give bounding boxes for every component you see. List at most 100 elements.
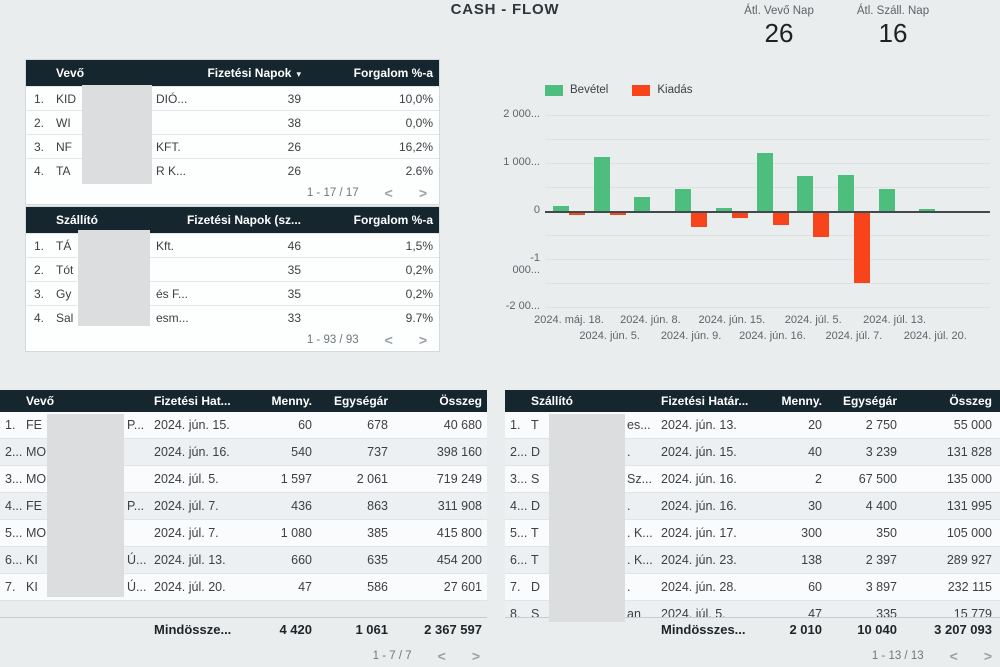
unit-price-cell: 737: [367, 445, 388, 459]
bar-bevetel[interactable]: [837, 175, 854, 211]
name-fragment-left: T: [531, 418, 539, 432]
column-header-egysegar[interactable]: Egységár: [842, 394, 897, 408]
previous-page-button[interactable]: <: [949, 648, 958, 664]
payment-days-cell: 46: [287, 238, 301, 253]
column-header-egysegar[interactable]: Egységár: [333, 394, 388, 408]
table-row: 4. TA R K... 26 2.6%: [26, 158, 439, 182]
previous-page-button[interactable]: <: [384, 332, 393, 348]
name-cell: T . K...: [531, 520, 661, 546]
szallito-invoices-table: Szállító Fizetési Határ... Menny. Egység…: [505, 390, 1000, 667]
row-number-cell: 3.: [34, 286, 45, 301]
previous-page-button[interactable]: <: [384, 185, 393, 201]
column-header-fizetesi-hatarido[interactable]: Fizetési Határ...: [661, 394, 749, 408]
name-fragment-left: D: [531, 580, 541, 594]
column-header-fizetesi-hatarido[interactable]: Fizetési Hat...: [154, 394, 231, 408]
name-fragment-right: Sz...: [627, 472, 653, 486]
legend-swatch-bevetel: [545, 84, 563, 96]
row-number-cell: 4.: [34, 163, 45, 178]
total-cell: 27 601: [443, 580, 482, 594]
name-cell: WI: [56, 111, 231, 134]
bar-bevetel[interactable]: [715, 207, 732, 211]
gridline: [545, 139, 990, 140]
bar-bevetel[interactable]: [593, 156, 610, 211]
table-row: 4. Sal esm... 33 9.7%: [26, 305, 439, 329]
column-header-szallito[interactable]: Szállító: [531, 394, 574, 408]
total-cell: 398 160: [436, 445, 482, 459]
previous-page-button[interactable]: <: [437, 648, 446, 664]
bar-kiadas[interactable]: [691, 213, 708, 228]
table-row: 3. NF KFT. 26 16,2%: [26, 134, 439, 158]
name-cell: NF KFT.: [56, 135, 231, 158]
pagination-range: 1 - 93 / 93: [306, 334, 359, 346]
vevo-invoices-table: Vevő Fizetési Hat... Menny. Egységár Öss…: [0, 390, 487, 667]
x-axis-tick-label: 2024. júl. 20.: [903, 330, 967, 342]
total-cell: 454 200: [436, 553, 482, 567]
column-header-osszeg[interactable]: Összeg: [439, 394, 482, 408]
due-date-cell: 2024. jún. 28.: [661, 580, 737, 594]
pagination-range: 1 - 13 / 13: [871, 650, 924, 662]
unit-price-cell: 385: [367, 526, 388, 540]
bar-bevetel[interactable]: [919, 209, 936, 211]
bar-kiadas[interactable]: [813, 213, 830, 238]
bar-bevetel[interactable]: [878, 188, 895, 211]
bar-kiadas[interactable]: [609, 213, 626, 215]
due-date-cell: 2024. jún. 23.: [661, 553, 737, 567]
bar-bevetel[interactable]: [675, 188, 692, 211]
name-cell: KI Ú...: [26, 574, 154, 600]
page-title: CASH - FLOW: [450, 1, 560, 18]
row-number-cell: 3...: [510, 472, 528, 486]
column-header-szallito[interactable]: Szállító: [56, 213, 99, 227]
quantity-cell: 660: [291, 553, 312, 567]
column-header-vevo[interactable]: Vevő: [26, 394, 55, 408]
name-fragment-left: KI: [26, 553, 38, 567]
bar-kiadas[interactable]: [731, 213, 748, 218]
name-fragment-left: MO: [26, 526, 47, 540]
bar-bevetel[interactable]: [756, 153, 773, 211]
total-cell: 719 249: [436, 472, 482, 486]
payment-days-cell: 35: [287, 262, 301, 277]
row-number-cell: 2...: [5, 445, 23, 459]
row-number-cell: 5...: [510, 526, 528, 540]
column-header-mennyiseg[interactable]: Menny.: [271, 394, 312, 408]
gridline: [545, 259, 990, 260]
due-date-cell: 2024. júl. 13.: [154, 553, 226, 567]
quantity-cell: 436: [291, 499, 312, 513]
column-header-fizetesi-napok[interactable]: Fizetési Napok ▾: [151, 66, 301, 80]
total-cell: 232 115: [947, 580, 992, 594]
bar-kiadas[interactable]: [569, 213, 585, 215]
gridline: [545, 115, 990, 116]
y-axis-tick-label: -2 00...: [505, 300, 540, 312]
row-number-cell: 1.: [5, 418, 16, 432]
scorecard-value: 26: [764, 18, 794, 48]
bar-bevetel[interactable]: [797, 176, 814, 211]
quantity-cell: 47: [298, 580, 312, 594]
cashflow-bar-chart: Bevétel Kiadás 2 000... 1 000... 0 -1 000..…: [500, 78, 1000, 358]
bar-kiadas[interactable]: [853, 213, 870, 283]
next-page-button[interactable]: >: [983, 648, 992, 664]
column-header-fizetesi-napok[interactable]: Fizetési Napok (sz...: [186, 213, 301, 227]
bar-kiadas[interactable]: [772, 213, 789, 225]
bar-bevetel[interactable]: [553, 205, 569, 211]
table-header-row: Vevő Fizetési Napok ▾ Forgalom %-a: [26, 60, 439, 86]
next-page-button[interactable]: >: [471, 648, 480, 664]
bar-bevetel[interactable]: [634, 197, 651, 211]
name-fragment-right: .: [627, 580, 631, 594]
column-header-forgalom[interactable]: Forgalom %-a: [353, 66, 433, 80]
next-page-button[interactable]: >: [418, 185, 427, 201]
column-header-osszeg[interactable]: Összeg: [949, 394, 992, 408]
x-axis-tick-label: 2024. jún. 8.: [620, 314, 681, 326]
due-date-cell: 2024. jún. 16.: [661, 472, 737, 486]
quantity-cell: 1 597: [280, 472, 312, 486]
name-cell: Gy és F...: [56, 282, 231, 305]
name-fragment-right: . K...: [627, 526, 653, 540]
total-cell: 289 927: [946, 553, 992, 567]
next-page-button[interactable]: >: [418, 332, 427, 348]
total-cell: 105 000: [946, 526, 992, 540]
name-fragment-right: Ú...: [127, 553, 147, 567]
column-header-vevo[interactable]: Vevő: [56, 66, 85, 80]
column-header-forgalom[interactable]: Forgalom %-a: [353, 213, 433, 227]
column-header-label: Fizetési Napok: [207, 66, 292, 80]
column-header-mennyiseg[interactable]: Menny.: [781, 394, 822, 408]
